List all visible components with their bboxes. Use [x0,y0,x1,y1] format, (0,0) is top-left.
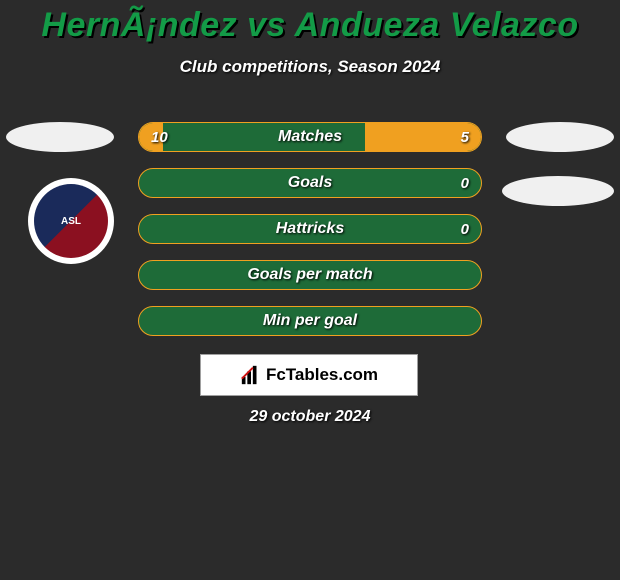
footer-brand-text: FcTables.com [266,365,378,385]
player-left-club-badge: ASL [28,178,114,264]
stat-label: Hattricks [276,220,344,238]
stat-label: Min per goal [263,312,357,330]
stat-row: Min per goal [138,306,482,336]
stat-label: Goals [288,174,332,192]
stat-row: Goals per match [138,260,482,290]
stat-right-value: 5 [461,129,469,146]
stat-right-value: 0 [461,221,469,238]
club-crest-icon: ASL [34,184,108,258]
stat-row: 0 Goals [138,168,482,198]
player-right-club-placeholder [502,176,614,206]
bar-chart-icon [240,364,262,386]
stat-label: Goals per match [247,266,372,284]
stat-left-value: 10 [151,129,168,146]
snapshot-date: 29 october 2024 [0,408,620,426]
stat-row: 10 5 Matches [138,122,482,152]
footer-brand-box[interactable]: FcTables.com [200,354,418,396]
page-title: HernÃ¡ndez vs Andueza Velazco [0,0,620,45]
stat-label: Matches [278,128,342,146]
footer-brand: FcTables.com [240,364,378,386]
player-left-photo-placeholder [6,122,114,152]
player-right-photo-placeholder [506,122,614,152]
stat-row: 0 Hattricks [138,214,482,244]
subtitle: Club competitions, Season 2024 [0,57,620,77]
stat-right-value: 0 [461,175,469,192]
comparison-bars: 10 5 Matches 0 Goals 0 Hattricks Goals per matc… [138,122,482,352]
